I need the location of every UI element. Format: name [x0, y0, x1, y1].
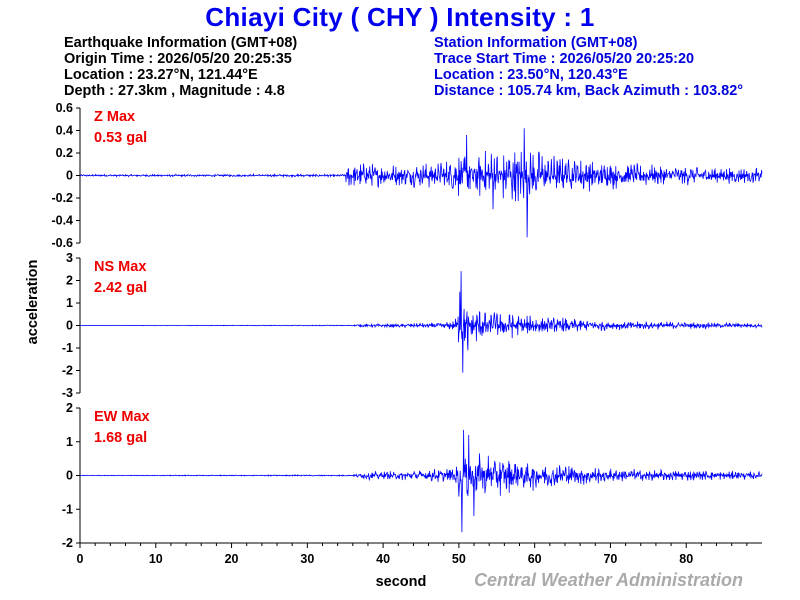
- y-tick-label: 2: [66, 274, 73, 288]
- y-tick-label: 0.2: [56, 146, 73, 160]
- x-tick-label: 0: [77, 552, 84, 566]
- y-tick-label: -0.4: [51, 214, 73, 228]
- distance-azimuth: Distance : 105.74 km, Back Azimuth : 103…: [434, 83, 744, 99]
- x-tick-label: 80: [679, 552, 693, 566]
- x-axis-label: second: [376, 574, 427, 590]
- earthquake-info-heading: Earthquake Information (GMT+08): [64, 35, 298, 51]
- x-tick-label: 70: [603, 552, 617, 566]
- station-info-heading: Station Information (GMT+08): [434, 35, 638, 51]
- chart-title: Chiayi City ( CHY ) Intensity : 1: [205, 2, 595, 32]
- x-tick-label: 20: [225, 552, 239, 566]
- peak-label-z: Z Max: [94, 109, 135, 125]
- y-tick-label: 0: [66, 469, 73, 483]
- y-tick-label: -1: [62, 341, 73, 355]
- y-tick-label: -2: [62, 536, 73, 550]
- epicenter-location: Location : 23.27°N, 121.44°E: [64, 67, 258, 83]
- trace-z: [79, 128, 763, 238]
- y-tick-label: -0.6: [51, 236, 73, 250]
- x-tick-label: 10: [149, 552, 163, 566]
- station-info: Station Information (GMT+08) Trace Start…: [434, 35, 743, 99]
- y-tick-label: 0.4: [56, 124, 73, 138]
- y-tick-label: -1: [62, 502, 73, 516]
- y-tick-label: -2: [62, 364, 73, 378]
- trace-start-time: Trace Start Time : 2026/05/20 20:25:20: [434, 51, 695, 67]
- y-tick-label: -0.2: [51, 191, 73, 205]
- y-tick-label: 1: [66, 435, 73, 449]
- earthquake-info: Earthquake Information (GMT+08) Origin T…: [64, 35, 297, 99]
- y-tick-label: 0.6: [56, 101, 73, 115]
- y-tick-label: 0: [66, 319, 73, 333]
- peak-value-ns: 2.42 gal: [94, 280, 147, 296]
- y-tick-label: -3: [62, 386, 73, 400]
- trace-ew: [79, 429, 763, 533]
- depth-magnitude: Depth : 27.3km , Magnitude : 4.8: [64, 83, 285, 99]
- x-tick-label: 30: [300, 552, 314, 566]
- peak-label-ew: EW Max: [94, 409, 150, 425]
- credit-text: Central Weather Administration: [474, 570, 744, 590]
- y-tick-label: 1: [66, 296, 73, 310]
- origin-time: Origin Time : 2026/05/20 20:25:35: [64, 51, 292, 67]
- peak-value-ew: 1.68 gal: [94, 430, 147, 446]
- y-tick-label: 0: [66, 169, 73, 183]
- x-tick-label: 50: [452, 552, 466, 566]
- trace-ns: [79, 271, 763, 373]
- peak-label-ns: NS Max: [94, 259, 146, 275]
- x-tick-label: 60: [528, 552, 542, 566]
- y-tick-label: 2: [66, 401, 73, 415]
- peak-value-z: 0.53 gal: [94, 130, 147, 146]
- y-axis-label: acceleration: [25, 260, 41, 345]
- x-tick-label: 40: [376, 552, 390, 566]
- station-location: Location : 23.50°N, 120.43°E: [434, 67, 628, 83]
- y-tick-label: 3: [66, 251, 73, 265]
